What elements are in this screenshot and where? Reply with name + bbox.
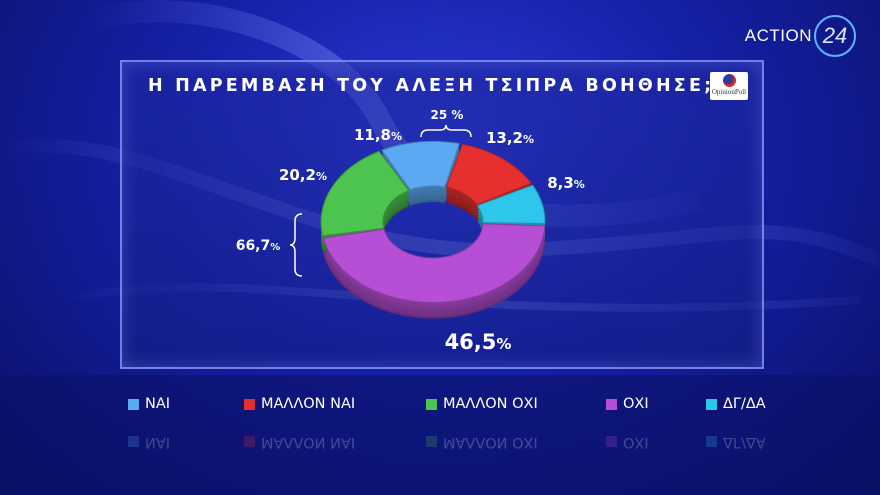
value-label-3: 46,5%	[445, 330, 512, 354]
legend-reflection-label-4: ΔΓ/ΔΑ	[723, 434, 766, 450]
legend-item-4: ΔΓ/ΔΑ	[706, 396, 766, 412]
legend-item-0: ΝΑΙ	[128, 396, 170, 412]
legend-reflection-item-4: ΔΓ/ΔΑ	[706, 434, 766, 450]
legend-item-1: ΜΑΛΛΟΝ ΝΑΙ	[244, 396, 355, 412]
annotation-top-bracket	[420, 124, 472, 138]
legend: ΝΑΙ ΜΑΛΛΟΝ ΝΑΙ ΜΑΛΛΟΝ ΟΧΙ ΟΧΙ ΔΓ/ΔΑ	[128, 396, 788, 418]
donut-slice-1	[445, 143, 532, 206]
value-label-1: 13,2%	[486, 129, 534, 147]
legend-reflection-label-0: ΝΑΙ	[145, 434, 171, 450]
annotation-top-label: 25 %	[431, 108, 464, 122]
legend-reflection: ΝΑΙ ΜΑΛΛΟΝ ΝΑΙ ΜΑΛΛΟΝ ΟΧΙ ΟΧΙ ΔΓ/ΔΑ	[128, 428, 788, 450]
legend-reflection-swatch-1	[244, 436, 255, 448]
action24-logo: ACTION 24	[745, 14, 856, 58]
legend-reflection-item-2: ΜΑΛΛΟΝ ΟΧΙ	[426, 434, 538, 450]
donut-slice-3	[322, 223, 546, 304]
legend-reflection-label-2: ΜΑΛΛΟΝ ΟΧΙ	[443, 434, 538, 450]
logo-number: 24	[814, 15, 856, 57]
donut-slice-4	[320, 150, 410, 237]
legend-reflection-label-3: ΟΧΙ	[623, 434, 649, 450]
chart-title: Η ΠΑΡΕΜΒΑΣΗ ΤΟΥ ΑΛΕΞΗ ΤΣΙΠΡΑ ΒΟΗΘΗΣΕ;	[148, 76, 715, 96]
opinionpoll-dot-icon	[722, 74, 736, 87]
legend-swatch-3	[606, 398, 617, 410]
opinionpoll-text: OpinionPoll	[711, 88, 747, 96]
legend-label-3: ΟΧΙ	[623, 396, 649, 412]
legend-item-2: ΜΑΛΛΟΝ ΟΧΙ	[426, 396, 538, 412]
annotation-left-label: 66,7%	[236, 238, 281, 254]
opinionpoll-logo: OpinionPoll	[710, 72, 748, 100]
donut-slice-0	[381, 140, 461, 191]
legend-label-4: ΔΓ/ΔΑ	[723, 396, 766, 412]
legend-swatch-4	[706, 398, 717, 410]
legend-swatch-1	[244, 398, 255, 410]
value-label-0: 11,8%	[354, 126, 402, 144]
logo-text: ACTION	[744, 26, 812, 45]
legend-reflection-swatch-0	[128, 436, 139, 448]
annotation-left-bracket	[289, 213, 303, 277]
legend-label-2: ΜΑΛΛΟΝ ΟΧΙ	[443, 396, 538, 412]
value-label-4: 20,2%	[279, 166, 327, 184]
legend-reflection-item-1: ΜΑΛΛΟΝ ΝΑΙ	[244, 434, 355, 450]
legend-reflection-label-1: ΜΑΛΛΟΝ ΝΑΙ	[261, 434, 356, 450]
legend-item-3: ΟΧΙ	[606, 396, 649, 412]
value-label-2: 8,3%	[547, 174, 585, 192]
legend-label-1: ΜΑΛΛΟΝ ΝΑΙ	[261, 396, 356, 412]
legend-reflection-swatch-2	[426, 436, 437, 448]
legend-swatch-2	[426, 398, 437, 410]
legend-reflection-item-3: ΟΧΙ	[606, 434, 649, 450]
legend-swatch-0	[128, 398, 139, 410]
donut-slice-2	[476, 184, 546, 224]
legend-label-0: ΝΑΙ	[145, 396, 171, 412]
legend-reflection-swatch-4	[706, 436, 717, 448]
legend-reflection-item-0: ΝΑΙ	[128, 434, 170, 450]
legend-reflection-swatch-3	[606, 436, 617, 448]
